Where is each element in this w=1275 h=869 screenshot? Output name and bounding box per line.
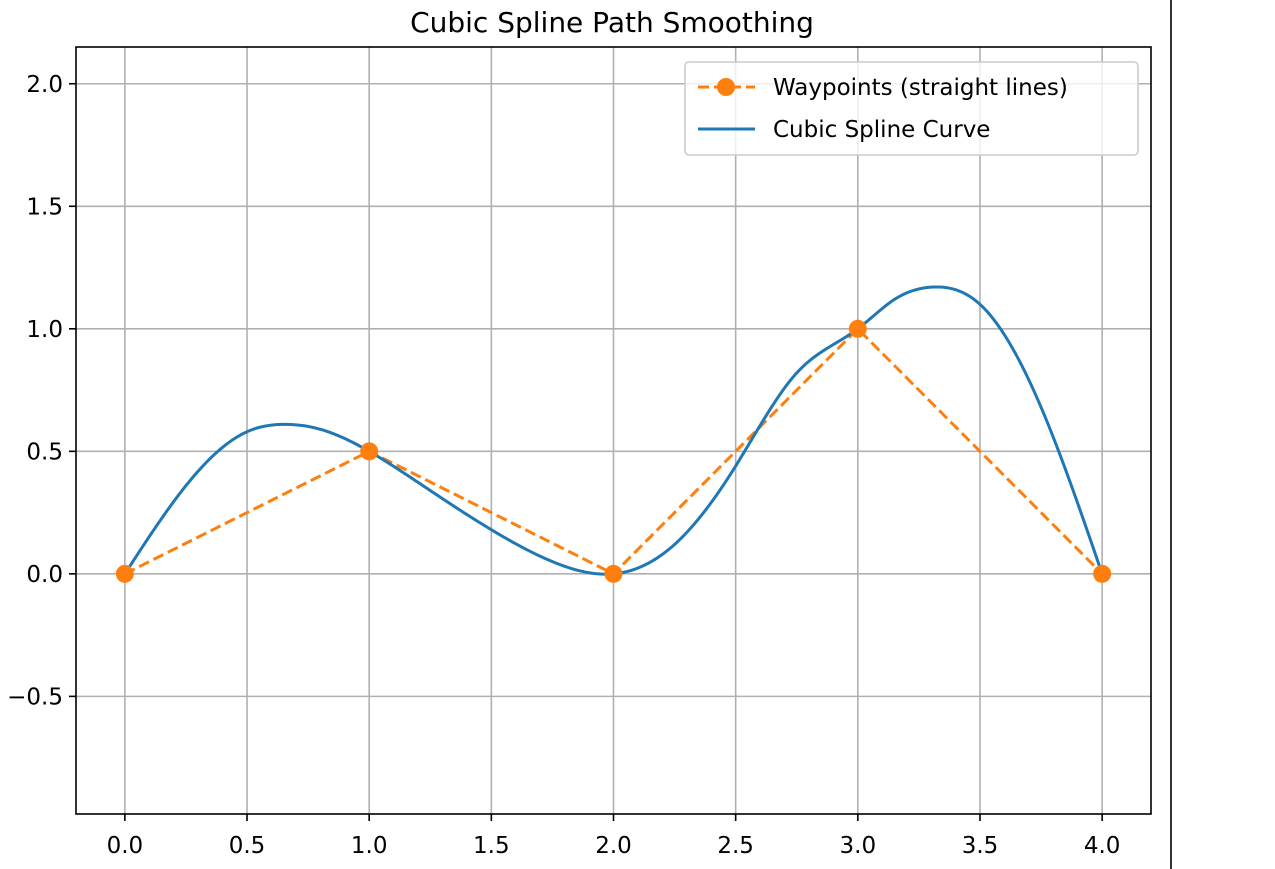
axis-ticks: 0.0 0.5 1.0 1.5 2.0 2.5 3.0 3.5 4.0 −0.5 0.0 0.5 1.0… [7,72,1120,859]
waypoint-marker [1093,564,1112,583]
waypoint-marker [360,442,379,461]
x-tick-label: 4.0 [1084,833,1121,859]
plot-series [115,285,1112,583]
chart-title: Cubic Spline Path Smoothing [410,6,814,39]
x-tick-label: 3.5 [962,833,999,859]
waypoint-marker [115,564,134,583]
x-tick-label: 2.5 [717,833,754,859]
y-tick-label: 0.5 [26,439,63,465]
x-tick-label: 2.0 [595,833,632,859]
x-tick-label: 1.5 [473,833,510,859]
x-tick-label: 0.5 [229,833,266,859]
y-tick-label: 1.5 [26,194,63,220]
legend-label-waypoints: Waypoints (straight lines) [773,75,1068,101]
waypoint-marker [848,319,867,338]
y-tick-label: 0.0 [26,562,63,588]
grid [76,47,1151,814]
x-tick-label: 0.0 [107,833,144,859]
y-tick-label: 2.0 [26,72,63,98]
legend-box [684,61,1139,156]
x-tick-label: 1.0 [351,833,388,859]
waypoint-marker [604,564,623,583]
y-tick-label: 1.0 [26,317,63,343]
legend: Waypoints (straight lines) Cubic Spline C… [684,61,1139,156]
legend-waypoint-marker [717,78,735,96]
y-tick-label: −0.5 [7,684,63,710]
x-tick-label: 3.0 [840,833,877,859]
legend-label-spline: Cubic Spline Curve [773,117,990,143]
